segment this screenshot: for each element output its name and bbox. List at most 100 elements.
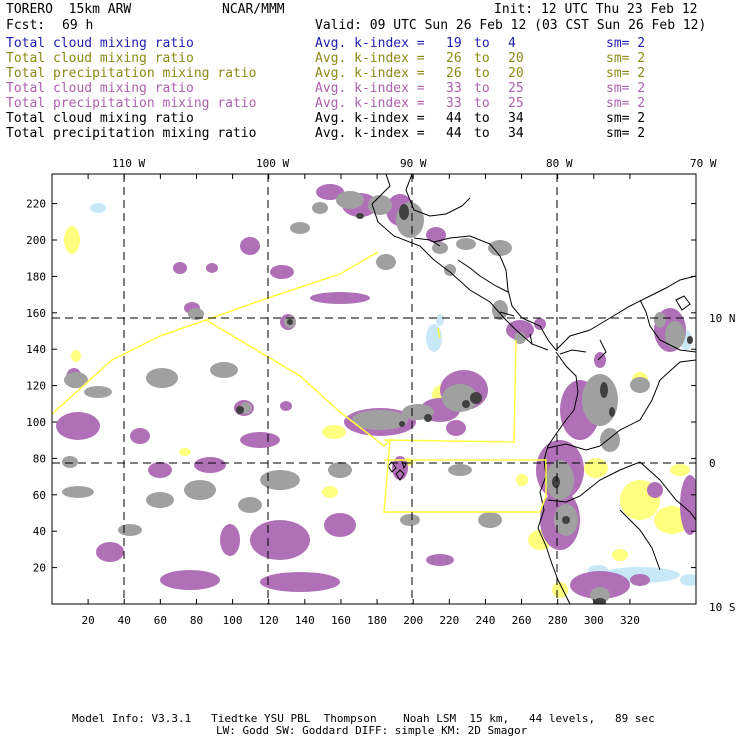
- legend-row-4-kindex: Avg. k-index =: [315, 81, 433, 96]
- lon-label-90w: 90 W: [400, 157, 427, 170]
- lon-label-70w: 70 W: [690, 157, 717, 170]
- legend-row-2-kindex: Avg. k-index =: [315, 51, 433, 66]
- y-tick-label: 60: [33, 489, 46, 502]
- y-tick-label: 200: [26, 234, 46, 247]
- border-nicaragua-costa-rica: [499, 311, 515, 317]
- legend-row-2-from: 26: [446, 51, 462, 66]
- legend-row-6-sm: sm= 2: [606, 111, 646, 126]
- x-tick-label: 80: [190, 614, 203, 627]
- legend-row-5-field: Total precipitation mixing ratio: [6, 96, 257, 111]
- y-tick-label: 100: [26, 416, 46, 429]
- border-peru-interior: [619, 509, 661, 571]
- axis-tick-labels: 20 40 60 80 100 120 140 160 180 200 220 240 260 280 30…: [26, 198, 640, 627]
- legend-row-2-to-word: to: [474, 51, 490, 66]
- valid-time: Valid: 09 UTC Sun 26 Feb 12 (03 CST Sun …: [315, 18, 707, 33]
- y-tick-label: 20: [33, 562, 46, 575]
- legend-row-3-to-word: to: [474, 66, 490, 81]
- legend-row-7-from: 44: [446, 126, 462, 141]
- legend-row-7-kindex: Avg. k-index =: [315, 126, 433, 141]
- lat-label-10n: 10 N: [709, 312, 736, 325]
- colombia-caribbean-coast: [589, 275, 696, 331]
- legend-row-4-field: Total cloud mixing ratio: [6, 81, 194, 96]
- y-tick-label: 120: [26, 380, 46, 393]
- legend-row-5-kindex: Avg. k-index =: [315, 96, 433, 111]
- legend-row-7-field: Total precipitation mixing ratio: [6, 126, 257, 141]
- x-tick-label: 240: [476, 614, 496, 627]
- inner-region-polygon: [205, 319, 547, 513]
- subregion-marks: [437, 327, 441, 339]
- legend-row-1-kindex: Avg. k-index =: [315, 36, 433, 51]
- legend-row-3-kindex: Avg. k-index =: [315, 66, 433, 81]
- x-tick-label: 100: [223, 614, 243, 627]
- lat-label-0: 0: [709, 457, 716, 470]
- legend-row-1-field: Total cloud mixing ratio: [6, 36, 194, 51]
- border-colombia-venezuela: [639, 299, 696, 353]
- y-tick-label: 140: [26, 343, 46, 356]
- south-america-pacific-coast: [537, 351, 579, 604]
- legend-row-7-to: 34: [508, 126, 524, 141]
- legend-row-6-to: 34: [508, 111, 524, 126]
- x-tick-label: 60: [154, 614, 167, 627]
- cuba-south-coast: [597, 339, 607, 361]
- legend-row-3-from: 26: [446, 66, 462, 81]
- legend-row-4-sm: sm= 2: [606, 81, 646, 96]
- legend-row-5-from: 33: [446, 96, 462, 111]
- y-tick-label: 180: [26, 270, 46, 283]
- border-honduras-nicaragua: [479, 275, 509, 293]
- legend-row-6-from: 44: [446, 111, 462, 126]
- legend-row-5-to-word: to: [474, 96, 490, 111]
- axis-ticks: [52, 174, 696, 604]
- border-costa-rica-panama: [529, 333, 533, 345]
- coastlines: [371, 174, 696, 604]
- legend-row-1-to: 4: [508, 36, 516, 51]
- east-region-box: [383, 339, 517, 443]
- x-tick-label: 40: [118, 614, 131, 627]
- field-layer: [56, 184, 696, 604]
- galapagos-island-2: [395, 469, 405, 481]
- x-tick-label: 140: [295, 614, 315, 627]
- center-name: NCAR/MMM: [222, 2, 285, 17]
- legend-row-1-to-word: to: [474, 36, 490, 51]
- y-tick-label: 220: [26, 198, 46, 211]
- y-tick-label: 80: [33, 452, 46, 465]
- lon-label-110w: 110 W: [112, 157, 146, 170]
- legend-row-3-field: Total precipitation mixing ratio: [6, 66, 257, 81]
- init-time: Init: 12 UTC Thu 23 Feb 12: [494, 2, 698, 17]
- border-guatemala-honduras: [457, 259, 481, 277]
- mexico-pacific-coast: [371, 174, 435, 261]
- legend-row-3-sm: sm= 2: [606, 66, 646, 81]
- forecast-hour: 69 h: [62, 18, 94, 33]
- legend-row-5-to: 25: [508, 96, 524, 111]
- x-tick-label: 180: [367, 614, 387, 627]
- mexico-gulf-coast: [405, 174, 471, 217]
- model-info-line1: Model Info: V3.3.1 Tiedtke YSU PBL Thomp…: [72, 712, 655, 725]
- legend-row-6-field: Total cloud mixing ratio: [6, 111, 194, 126]
- legend-row-6-to-word: to: [474, 111, 490, 126]
- border-colombia-ecuador: [547, 443, 601, 451]
- border-peru-brazil: [639, 461, 696, 521]
- x-tick-label: 280: [548, 614, 568, 627]
- legend-row-6-kindex: Avg. k-index =: [315, 111, 433, 126]
- legend-row-4-from: 33: [446, 81, 462, 96]
- border-mexico-guatemala: [413, 237, 441, 247]
- central-america-pacific-coast: [433, 259, 549, 351]
- x-tick-label: 320: [620, 614, 640, 627]
- legend-row-7-sm: sm= 2: [606, 126, 646, 141]
- border-colombia-brazil-peru: [599, 359, 696, 447]
- legend-row-2-field: Total cloud mixing ratio: [6, 51, 194, 66]
- central-america-north-coast: [433, 235, 507, 271]
- lon-label-80w: 80 W: [546, 157, 573, 170]
- border-panama-colombia: [559, 349, 587, 355]
- legend-row-2-sm: sm= 2: [606, 51, 646, 66]
- y-tick-label: 160: [26, 307, 46, 320]
- legend-row-4-to: 25: [508, 81, 524, 96]
- x-tick-label: 200: [403, 614, 423, 627]
- plot-frame: [51, 173, 697, 605]
- x-tick-label: 160: [331, 614, 351, 627]
- x-tick-label: 220: [439, 614, 459, 627]
- lon-label-100w: 100 W: [256, 157, 290, 170]
- x-tick-label: 120: [259, 614, 279, 627]
- legend-row-3-to: 20: [508, 66, 524, 81]
